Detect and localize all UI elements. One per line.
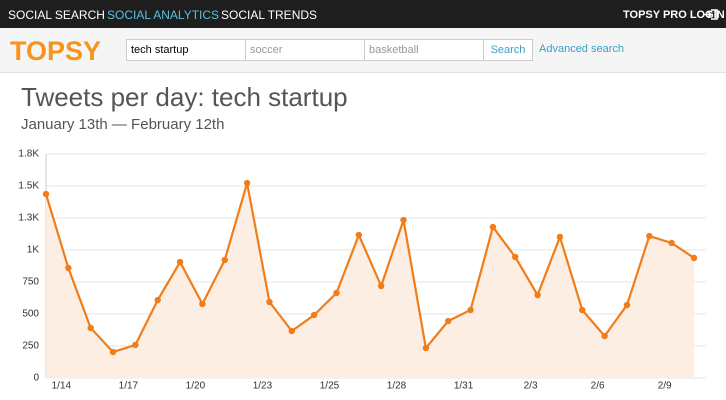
x-tick-label: 1/14 [52, 381, 72, 392]
x-tick-label: 1/31 [454, 381, 474, 392]
nav-item[interactable]: SOCIAL SEARCH [8, 8, 105, 22]
point [422, 344, 430, 352]
top-bar: SOCIAL SEARCH SOCIAL ANALYTICS SOCIAL TR… [0, 0, 726, 28]
x-tick-label: 2/9 [658, 381, 672, 392]
point [556, 233, 564, 241]
y-tick-label: 750 [22, 277, 39, 288]
point [221, 256, 228, 264]
search-input[interactable]: tech startup [126, 39, 246, 61]
y-tick-label: 1.5K [18, 181, 39, 192]
x-tick-label: 1/23 [253, 381, 273, 392]
chart-subtitle: January 13th — February 12th [21, 116, 225, 133]
point [154, 296, 161, 304]
point [199, 300, 206, 308]
point [333, 289, 340, 297]
point [579, 306, 586, 314]
point [288, 327, 295, 335]
y-tick-label: 250 [22, 341, 39, 352]
login-icon [704, 9, 718, 20]
point [310, 311, 318, 319]
line [44, 182, 695, 354]
x-tick-label: 1/28 [387, 381, 407, 392]
point [690, 254, 698, 262]
login-link[interactable]: TOPSY PRO LOGIN [623, 9, 725, 21]
point [377, 282, 385, 290]
x-tick-label: 1/20 [186, 381, 206, 392]
point [400, 216, 407, 224]
advanced-search-link[interactable]: Advanced search [539, 43, 624, 55]
point [646, 232, 653, 240]
point [65, 264, 72, 272]
x-tick-label: 2/6 [591, 381, 605, 392]
search-input[interactable]: soccer [245, 39, 365, 61]
x-tick-label: 1/25 [320, 381, 340, 392]
nav-item[interactable]: SOCIAL TRENDS [221, 8, 318, 22]
y-tick-label: 1K [27, 245, 40, 256]
y-tick-label: 0 [33, 373, 39, 384]
y-tick-label: 1.8K [18, 149, 39, 160]
point [623, 301, 631, 309]
x-tick-label: 1/17 [119, 381, 139, 392]
point [668, 239, 675, 247]
point [42, 190, 50, 198]
x-tick-label: 2/3 [524, 381, 538, 392]
point [87, 324, 94, 332]
chart-title: Tweets per day: tech startup [21, 82, 348, 112]
point [132, 341, 139, 349]
logo[interactable]: TOPSY [10, 36, 102, 66]
point [534, 291, 541, 299]
point [109, 348, 117, 356]
point [266, 298, 273, 306]
point [467, 306, 474, 314]
point [445, 317, 452, 325]
nav-item[interactable]: SOCIAL ANALYTICS [107, 8, 220, 22]
point [176, 258, 184, 266]
search-button[interactable]: Search [483, 39, 533, 61]
point [601, 332, 608, 340]
point [355, 231, 363, 239]
point [243, 179, 251, 187]
y-tick-label: 500 [22, 309, 39, 320]
point [489, 223, 497, 231]
y-tick-label: 1.3K [18, 213, 39, 224]
point [512, 253, 519, 261]
area [46, 183, 694, 378]
